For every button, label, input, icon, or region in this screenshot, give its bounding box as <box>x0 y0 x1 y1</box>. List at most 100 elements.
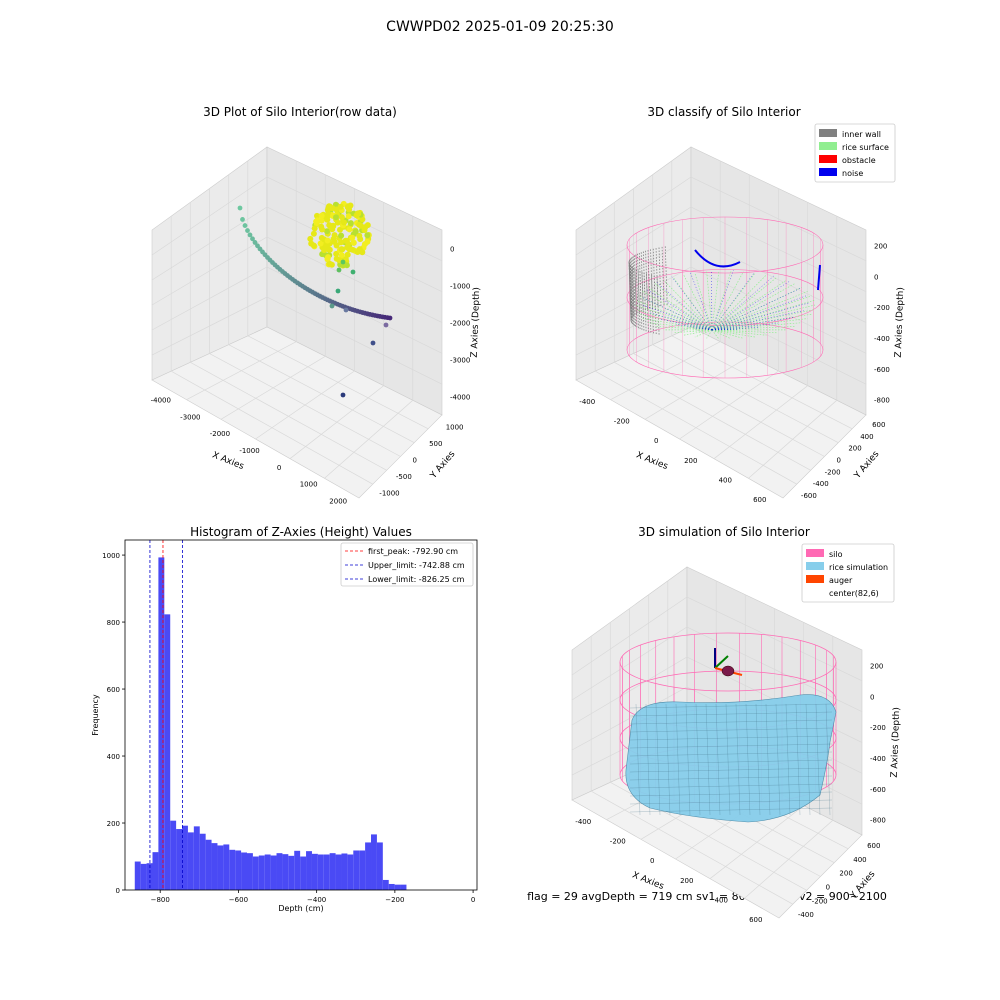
hist-bar <box>270 855 277 890</box>
sim-mesh-line <box>629 775 833 781</box>
raw-point <box>350 239 357 246</box>
hist-bar <box>294 850 301 890</box>
hist-bar <box>388 883 395 890</box>
raw-point <box>345 240 352 247</box>
cls-x-tick-label: 200 <box>684 457 697 465</box>
raw-point <box>317 240 324 247</box>
hist-bar <box>300 856 307 890</box>
raw-point <box>364 222 371 229</box>
hist-legend-label: first_peak: -792.90 cm <box>368 547 458 556</box>
depth-histogram: Histogram of Z-Axies (Height) Values −800… <box>91 525 478 913</box>
cls-silo-ring <box>626 216 824 274</box>
sim-rice-surface <box>625 694 837 823</box>
raw-point <box>245 228 250 233</box>
hist-bar <box>335 854 342 890</box>
sim-mesh-line <box>795 703 801 816</box>
raw-y-tick-label: 1000 <box>446 423 464 431</box>
sim-mesh-line <box>805 703 811 816</box>
raw-y-tick-label: -500 <box>396 473 412 481</box>
raw-point <box>334 219 341 226</box>
cls-rice-surface <box>711 309 815 331</box>
raw-point <box>324 228 330 235</box>
classify-plot-title: 3D classify of Silo Interior <box>647 105 800 119</box>
legend-label: silo <box>829 550 843 559</box>
raw-point <box>340 259 346 265</box>
raw-point <box>338 232 345 239</box>
hist-legend-frame <box>340 542 474 587</box>
figure-suptitle: CWWPD02 2025-01-09 20:25:30 <box>386 19 614 35</box>
hist-bar <box>229 849 236 890</box>
hist-bar <box>211 843 218 890</box>
sim-z-tick-label: -600 <box>870 786 886 794</box>
cls-rice-surface <box>711 291 808 331</box>
cls-rice-surface <box>635 309 713 331</box>
cls-inner-wall <box>658 247 662 308</box>
legend-swatch-obstacle <box>819 155 837 163</box>
hist-bar <box>241 852 247 890</box>
hist-bar <box>365 842 372 890</box>
raw-point <box>359 249 366 256</box>
raw-point <box>310 230 317 237</box>
cls-rice-surface <box>647 287 713 331</box>
cls-rice-surface <box>711 283 795 331</box>
raw-point <box>247 232 253 238</box>
sim-mesh-line <box>645 703 651 816</box>
simulation-3d-plot: 3D simulation of Silo Interior -400 -200 0 2… <box>571 525 902 924</box>
cls-noise <box>711 280 791 331</box>
raw-point <box>364 238 371 245</box>
sim-mesh-line <box>629 799 833 805</box>
hist-bar <box>134 861 141 890</box>
raw-x-tick-label: 2000 <box>329 498 347 506</box>
sim-mesh-line <box>745 703 751 816</box>
cls-noise <box>641 296 713 331</box>
cls-rice-surface <box>711 329 777 334</box>
cls-inner-wall <box>637 253 640 314</box>
hist-bar <box>341 853 348 890</box>
sim-y-tick-label: 0 <box>826 883 830 891</box>
hist-x-tick-label: −600 <box>229 896 248 904</box>
sim-mesh-line <box>629 807 833 813</box>
cls-rice-surface <box>655 326 713 331</box>
cls-y-tick-label: 200 <box>848 445 861 453</box>
raw-point <box>357 222 364 229</box>
raw-point <box>345 213 352 220</box>
sim-mesh-line <box>655 703 661 816</box>
raw-point <box>318 234 325 241</box>
hist-bar <box>164 614 171 890</box>
hist-bar <box>353 850 360 890</box>
cls-noise <box>675 324 713 331</box>
hist-bar <box>359 850 366 890</box>
sim-z-tick-label: -800 <box>870 817 886 825</box>
hist-bar <box>223 844 230 890</box>
raw-point <box>343 262 350 269</box>
cls-inner-wall <box>661 246 665 307</box>
sim-mesh-line <box>735 703 741 816</box>
hist-bar <box>158 557 165 890</box>
sim-mesh-line <box>629 751 833 757</box>
raw-x-tick-label: -1000 <box>239 447 259 455</box>
raw-x-tick-label: 0 <box>277 464 281 472</box>
hist-bar <box>376 842 383 890</box>
cls-inner-wall <box>635 254 639 315</box>
raw-point <box>359 216 366 223</box>
hist-bar <box>140 863 147 890</box>
raw-point <box>335 288 341 294</box>
sim-z-tick-label: 200 <box>870 662 883 670</box>
raw-point <box>346 226 353 233</box>
cls-inner-wall <box>642 251 646 312</box>
raw-point <box>383 322 389 328</box>
raw-point <box>311 225 318 232</box>
legend-swatch-auger <box>806 575 824 583</box>
hist-bar <box>187 832 194 890</box>
cls-inner-wall <box>647 250 651 311</box>
hist-bar <box>246 853 253 890</box>
cls-rice-surface <box>711 304 816 331</box>
cls-noise <box>642 304 713 331</box>
cls-rice-surface <box>634 304 713 331</box>
raw-point <box>336 267 342 273</box>
sim-mesh-line <box>635 703 641 816</box>
sim-x-tick-label: 200 <box>680 877 693 885</box>
raw-point <box>313 218 320 225</box>
raw-x-tick-label: 1000 <box>300 481 318 489</box>
sim-y-tick-label: -400 <box>798 911 814 919</box>
